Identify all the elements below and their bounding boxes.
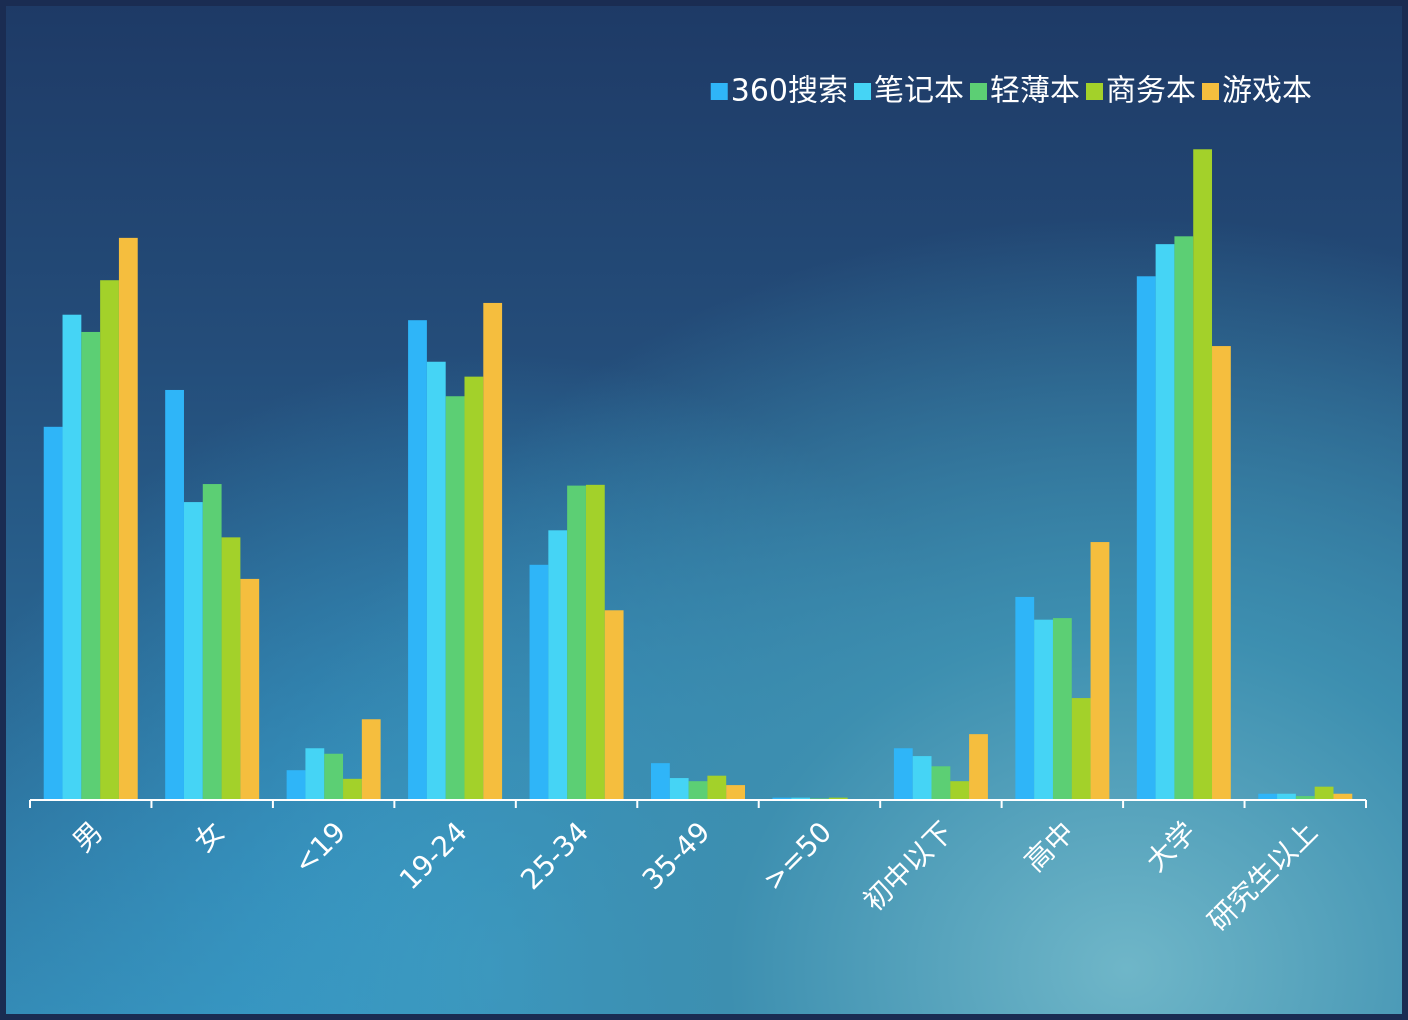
bar [604, 610, 624, 800]
bar [688, 781, 708, 800]
bar [969, 734, 988, 800]
bar [183, 502, 203, 800]
bar [361, 719, 381, 800]
bar [828, 797, 848, 800]
bar [1034, 619, 1053, 800]
x-tick-label: 初中以下 [857, 815, 960, 918]
bar [100, 280, 119, 800]
bar [726, 785, 745, 800]
legend-swatch [710, 83, 728, 100]
bar [1090, 542, 1110, 800]
bar [43, 426, 63, 800]
x-tick-label: >=50 [756, 815, 838, 897]
bar [165, 389, 184, 800]
bar [464, 376, 484, 800]
legend-swatch [970, 83, 987, 100]
legend-label: 轻薄本 [990, 74, 1080, 109]
bar [1071, 698, 1091, 800]
bar [772, 797, 792, 800]
bar [81, 331, 101, 800]
bar [529, 564, 549, 800]
bar [1155, 244, 1175, 801]
bar [1052, 618, 1072, 800]
bar [585, 484, 605, 800]
bar [669, 778, 689, 800]
bar [408, 320, 427, 800]
bar [221, 537, 241, 800]
bar [548, 530, 568, 800]
bar [707, 775, 727, 800]
x-tick-label: 男 [66, 815, 109, 858]
legend-swatch [854, 83, 871, 100]
bar [305, 748, 325, 800]
bar [912, 756, 932, 800]
bar [202, 484, 222, 800]
bar [893, 748, 913, 800]
bar [62, 314, 82, 800]
bar [1193, 149, 1213, 800]
bar [1174, 236, 1194, 800]
bar [426, 361, 446, 800]
bar [1277, 793, 1296, 800]
bar [950, 781, 970, 800]
bar [931, 766, 951, 800]
bar [567, 485, 586, 800]
bar [1136, 276, 1156, 801]
bar [286, 770, 306, 800]
x-tick-label: 19-24 [393, 815, 474, 896]
x-tick-label: 研究生以上 [1202, 815, 1324, 937]
x-tick-label: 女 [188, 815, 231, 858]
legend-label: 笔记本 [874, 74, 964, 109]
x-tick-label: 35-49 [636, 815, 717, 896]
x-tick-label: 25-34 [514, 815, 595, 896]
bar [483, 302, 503, 800]
bar [1314, 786, 1334, 800]
bar [343, 778, 362, 800]
bar [791, 797, 811, 800]
legend-swatch [1086, 83, 1103, 100]
legend-label: 游戏本 [1222, 74, 1312, 109]
legend-label: 360搜索 [731, 74, 848, 109]
bar [118, 237, 138, 800]
bar [1333, 793, 1353, 800]
bar [1258, 793, 1278, 800]
legend-label: 商务本 [1106, 74, 1196, 109]
legend-swatch [1202, 83, 1219, 100]
bar [651, 763, 670, 800]
bar [1015, 596, 1035, 800]
x-tick-label: <19 [287, 815, 352, 880]
bar [445, 396, 465, 800]
bar [1295, 796, 1315, 800]
bar [324, 753, 344, 800]
bar [1212, 346, 1231, 800]
x-tick-label: 大学 [1139, 815, 1202, 878]
bar [240, 578, 260, 800]
x-tick-label: 高中 [1018, 815, 1081, 878]
